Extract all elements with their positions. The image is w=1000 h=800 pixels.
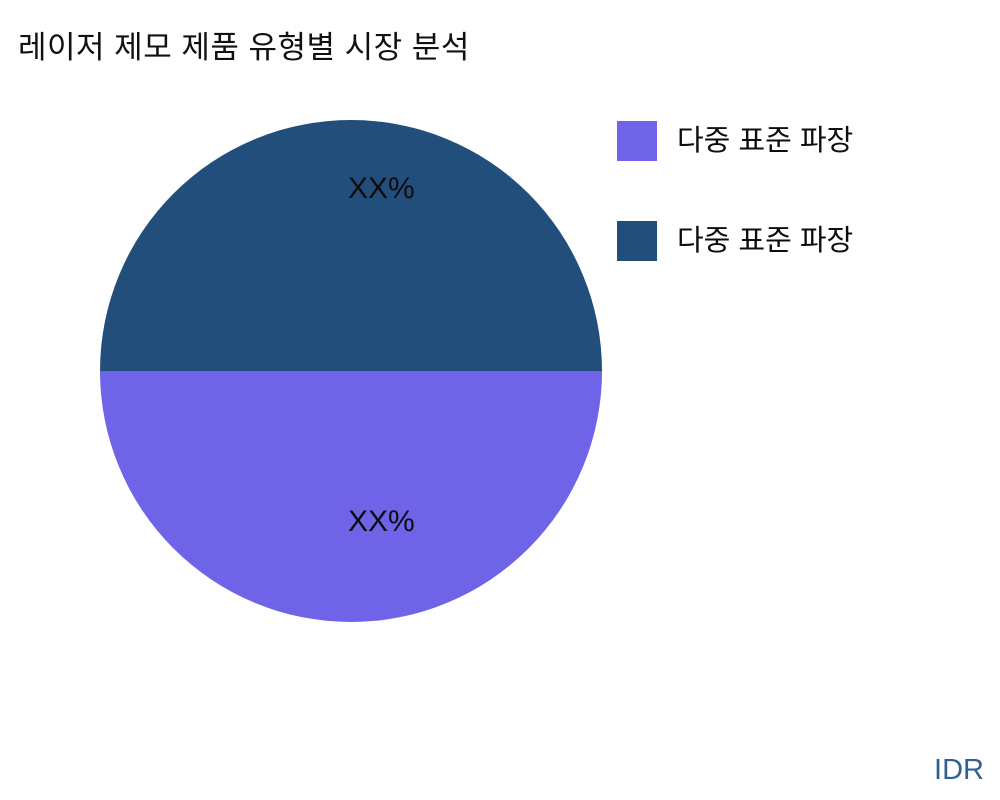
watermark-idr: IDR	[934, 754, 984, 786]
pie-chart[interactable]	[100, 120, 602, 622]
legend: 다중 표준 파장 다중 표준 파장	[617, 121, 853, 261]
legend-swatch-slice2	[617, 221, 657, 261]
legend-swatch-slice1	[617, 121, 657, 161]
legend-label-slice2: 다중 표준 파장	[677, 225, 854, 257]
chart-title: 레이저 제모 제품 유형별 시장 분석	[18, 30, 470, 65]
pie-slice-label-bottom: XX%	[348, 505, 415, 538]
legend-label-slice1: 다중 표준 파장	[677, 125, 854, 157]
legend-item-slice1[interactable]: 다중 표준 파장	[617, 121, 853, 161]
pie-slice-label-top: XX%	[348, 172, 415, 205]
legend-item-slice2[interactable]: 다중 표준 파장	[617, 221, 853, 261]
